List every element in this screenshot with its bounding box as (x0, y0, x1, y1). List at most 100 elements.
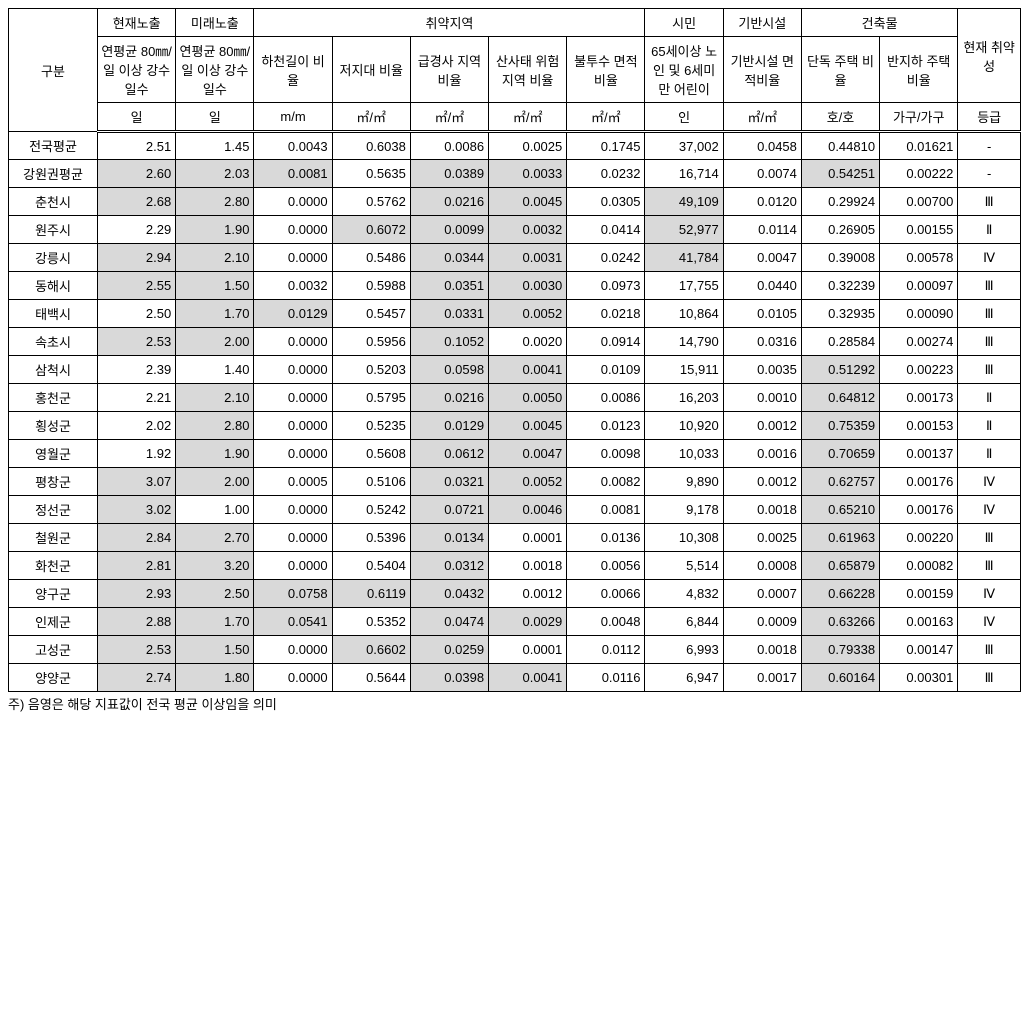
value-cell: 0.0112 (567, 636, 645, 664)
header-vulnerable-area: 취약지역 (254, 9, 645, 37)
table-row: 횡성군2.022.800.00000.52350.01290.00450.012… (9, 412, 1021, 440)
unit-mm: m/m (254, 103, 332, 132)
region-cell: 횡성군 (9, 412, 98, 440)
value-cell: 0.29924 (801, 188, 879, 216)
value-cell: 0.0000 (254, 440, 332, 468)
value-cell: 0.0316 (723, 328, 801, 356)
value-cell: 0.0474 (410, 608, 488, 636)
grade-cell: Ⅲ (958, 552, 1021, 580)
value-cell: 2.39 (98, 356, 176, 384)
value-cell: 0.00176 (880, 468, 958, 496)
value-cell: 0.00173 (880, 384, 958, 412)
region-cell: 고성군 (9, 636, 98, 664)
value-cell: 0.63266 (801, 608, 879, 636)
value-cell: 4,832 (645, 580, 723, 608)
subheader-detached: 단독 주택 비율 (801, 37, 879, 103)
value-cell: 2.60 (98, 160, 176, 188)
unit-day2: 일 (176, 103, 254, 132)
value-cell: 0.5486 (332, 244, 410, 272)
value-cell: 0.5762 (332, 188, 410, 216)
value-cell: 0.32239 (801, 272, 879, 300)
grade-cell: Ⅲ (958, 524, 1021, 552)
region-cell: 양양군 (9, 664, 98, 692)
grade-cell: Ⅲ (958, 356, 1021, 384)
value-cell: 0.0105 (723, 300, 801, 328)
value-cell: 0.5404 (332, 552, 410, 580)
table-row: 삼척시2.391.400.00000.52030.05980.00410.010… (9, 356, 1021, 384)
value-cell: 0.0398 (410, 664, 488, 692)
value-cell: 1.92 (98, 440, 176, 468)
value-cell: 2.94 (98, 244, 176, 272)
value-cell: 1.90 (176, 216, 254, 244)
subheader-precip-future: 연평균 80㎜/일 이상 강수일수 (176, 37, 254, 103)
table-body: 전국평균2.511.450.00430.60380.00860.00250.17… (9, 132, 1021, 692)
value-cell: 0.0047 (489, 440, 567, 468)
value-cell: 2.88 (98, 608, 176, 636)
value-cell: 0.0001 (489, 636, 567, 664)
value-cell: 0.0000 (254, 244, 332, 272)
table-row: 양구군2.932.500.07580.61190.04320.00120.006… (9, 580, 1021, 608)
value-cell: 0.75359 (801, 412, 879, 440)
unit-day1: 일 (98, 103, 176, 132)
value-cell: 0.0041 (489, 356, 567, 384)
region-cell: 태백시 (9, 300, 98, 328)
value-cell: 2.00 (176, 328, 254, 356)
region-cell: 인제군 (9, 608, 98, 636)
value-cell: 0.0331 (410, 300, 488, 328)
region-cell: 춘천시 (9, 188, 98, 216)
value-cell: 0.0721 (410, 496, 488, 524)
value-cell: 0.0612 (410, 440, 488, 468)
value-cell: 0.66228 (801, 580, 879, 608)
value-cell: 0.0018 (723, 496, 801, 524)
unit-grade: 등급 (958, 103, 1021, 132)
value-cell: 0.00147 (880, 636, 958, 664)
value-cell: 0.65879 (801, 552, 879, 580)
value-cell: 1.70 (176, 608, 254, 636)
value-cell: 3.02 (98, 496, 176, 524)
grade-cell: Ⅱ (958, 384, 1021, 412)
region-cell: 정선군 (9, 496, 98, 524)
value-cell: 5,514 (645, 552, 723, 580)
value-cell: 0.01621 (880, 132, 958, 160)
value-cell: 0.0016 (723, 440, 801, 468)
value-cell: 0.5457 (332, 300, 410, 328)
value-cell: 0.0052 (489, 468, 567, 496)
value-cell: 0.0066 (567, 580, 645, 608)
value-cell: 0.0007 (723, 580, 801, 608)
value-cell: 0.00159 (880, 580, 958, 608)
region-cell: 영월군 (9, 440, 98, 468)
value-cell: 1.70 (176, 300, 254, 328)
value-cell: 0.00090 (880, 300, 958, 328)
value-cell: 0.0025 (489, 132, 567, 160)
value-cell: 2.10 (176, 244, 254, 272)
value-cell: 0.0351 (410, 272, 488, 300)
value-cell: 0.00222 (880, 160, 958, 188)
value-cell: 0.44810 (801, 132, 879, 160)
region-cell: 동해시 (9, 272, 98, 300)
header-citizen: 시민 (645, 9, 723, 37)
value-cell: 0.00163 (880, 608, 958, 636)
value-cell: 0.5242 (332, 496, 410, 524)
value-cell: 0.6072 (332, 216, 410, 244)
value-cell: 0.00082 (880, 552, 958, 580)
value-cell: 0.00153 (880, 412, 958, 440)
table-row: 원주시2.291.900.00000.60720.00990.00320.041… (9, 216, 1021, 244)
value-cell: 0.0129 (254, 300, 332, 328)
table-row: 정선군3.021.000.00000.52420.07210.00460.008… (9, 496, 1021, 524)
subheader-stream: 하천길이 비율 (254, 37, 332, 103)
value-cell: 0.0047 (723, 244, 801, 272)
value-cell: 0.0000 (254, 216, 332, 244)
value-cell: 2.50 (98, 300, 176, 328)
value-cell: 0.5352 (332, 608, 410, 636)
value-cell: 0.0136 (567, 524, 645, 552)
unit-m2-3: ㎡/㎡ (489, 103, 567, 132)
value-cell: 0.0050 (489, 384, 567, 412)
header-infrastructure: 기반시설 (723, 9, 801, 37)
value-cell: 0.61963 (801, 524, 879, 552)
value-cell: 0.5106 (332, 468, 410, 496)
value-cell: 0.0000 (254, 384, 332, 412)
value-cell: 0.0000 (254, 664, 332, 692)
region-cell: 속초시 (9, 328, 98, 356)
value-cell: 0.5396 (332, 524, 410, 552)
region-cell: 강원권평균 (9, 160, 98, 188)
